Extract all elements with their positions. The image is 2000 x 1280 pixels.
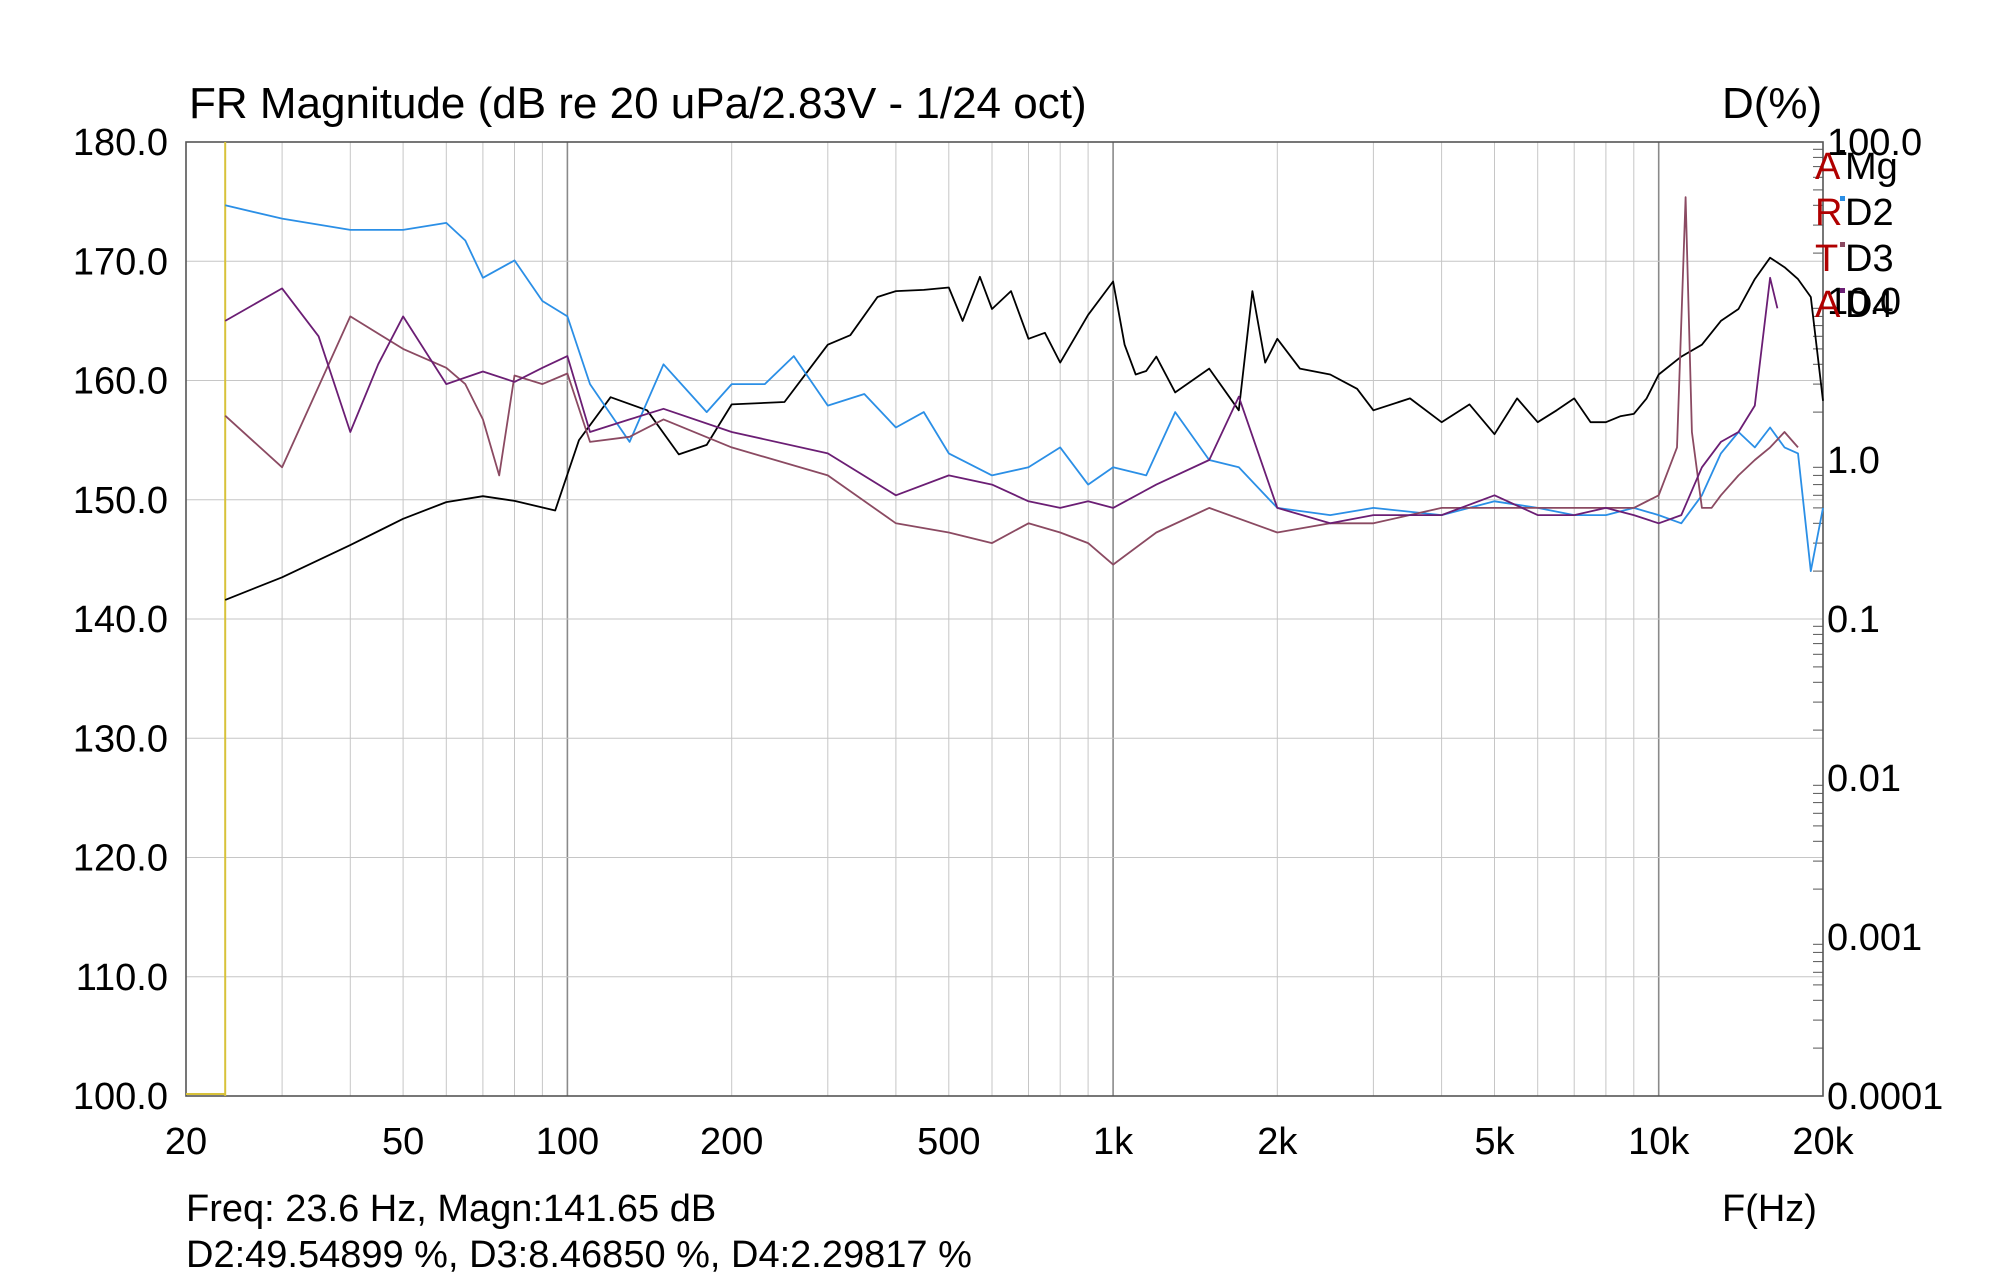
x-tick-label: 500	[917, 1121, 980, 1163]
watermark-letter: T	[1815, 238, 1839, 280]
y2-tick-label: 0.0001	[1827, 1076, 1943, 1118]
x-axis-label: F(Hz)	[1722, 1188, 1817, 1230]
legend-item-d3: T D3	[1815, 240, 1925, 286]
y-tick-label: 140.0	[73, 599, 168, 641]
series-line-d3	[224, 196, 1799, 566]
legend-label-d4: D4	[1845, 284, 1894, 326]
legend-label-mg: Mg	[1845, 146, 1898, 188]
y2-tick-label: 100.0	[1827, 122, 1922, 164]
series-line-mg	[224, 256, 1824, 601]
left-tick-labels: 100.0 110.0 120.0 130.0 140.0 150.0 160.0 170.0…	[73, 122, 168, 1118]
y-tick-label: 110.0	[76, 957, 168, 999]
y-tick-label: 100.0	[73, 1076, 168, 1118]
legend-item-mg: A Mg	[1815, 148, 1925, 194]
x-tick-label: 10k	[1628, 1121, 1690, 1163]
plot-border	[185, 141, 1824, 1097]
y2-tick-label: 0.1	[1827, 599, 1880, 641]
y-tick-label: 130.0	[73, 718, 168, 760]
legend-swatch-mg	[1840, 150, 1845, 155]
y-tick-label: 160.0	[73, 361, 168, 403]
y-tick-label: 170.0	[73, 241, 168, 283]
grid-lines	[186, 142, 1823, 1096]
legend-swatch-d4	[1840, 288, 1845, 293]
y-tick-label: 180.0	[73, 122, 168, 164]
legend-item-d2: R D2	[1815, 194, 1925, 240]
x-tick-label: 200	[700, 1121, 763, 1163]
y2-tick-label: 1.0	[1827, 440, 1880, 482]
y-tick-label: 150.0	[73, 480, 168, 522]
right-tick-labels: 0.0001 0.001 0.01 0.1 1.0 10.0 100.0	[1827, 122, 1943, 1118]
y2-tick-label: 10.0	[1827, 281, 1901, 323]
y-tick-label: 120.0	[73, 838, 168, 880]
chart-title: FR Magnitude (dB re 20 uPa/2.83V - 1/24 …	[189, 79, 1087, 128]
series-lines	[224, 196, 1824, 601]
watermark-letter: A	[1815, 284, 1841, 326]
x-tick-label: 50	[382, 1121, 424, 1163]
y2-tick-label: 0.001	[1827, 917, 1922, 959]
x-tick-label: 20	[165, 1121, 207, 1163]
legend-label-d2: D2	[1845, 192, 1894, 234]
legend-swatch-d2	[1840, 196, 1845, 201]
cursor-readout-line2: D2:49.54899 %, D3:8.46850 %, D4:2.29817 …	[186, 1234, 972, 1276]
legend-swatch-d3	[1840, 242, 1845, 247]
x-tick-label: 1k	[1093, 1121, 1134, 1163]
y2-tick-label: 0.01	[1827, 758, 1901, 800]
x-tick-label: 20k	[1792, 1121, 1854, 1163]
series-line-d2	[224, 204, 1824, 572]
watermark-letter: R	[1815, 192, 1843, 234]
x-tick-label: 5k	[1474, 1121, 1515, 1163]
legend-item-d4: A D4	[1815, 286, 1925, 332]
x-tick-label: 2k	[1257, 1121, 1298, 1163]
legend: A Mg R D2 T D3 A D4	[1815, 148, 1925, 338]
series-line-d4	[224, 276, 1779, 525]
watermark-letter: A	[1815, 146, 1841, 188]
right-axis-title: D(%)	[1722, 79, 1823, 128]
x-tick-label: 100	[536, 1121, 599, 1163]
x-tick-labels: 20 50 100 200 500 1k 2k 5k 10k 20k	[165, 1121, 1855, 1163]
legend-label-d3: D3	[1845, 238, 1894, 280]
cursor-readout-line1: Freq: 23.6 Hz, Magn:141.65 dB	[186, 1188, 717, 1230]
plot-frame	[185, 141, 1824, 1097]
